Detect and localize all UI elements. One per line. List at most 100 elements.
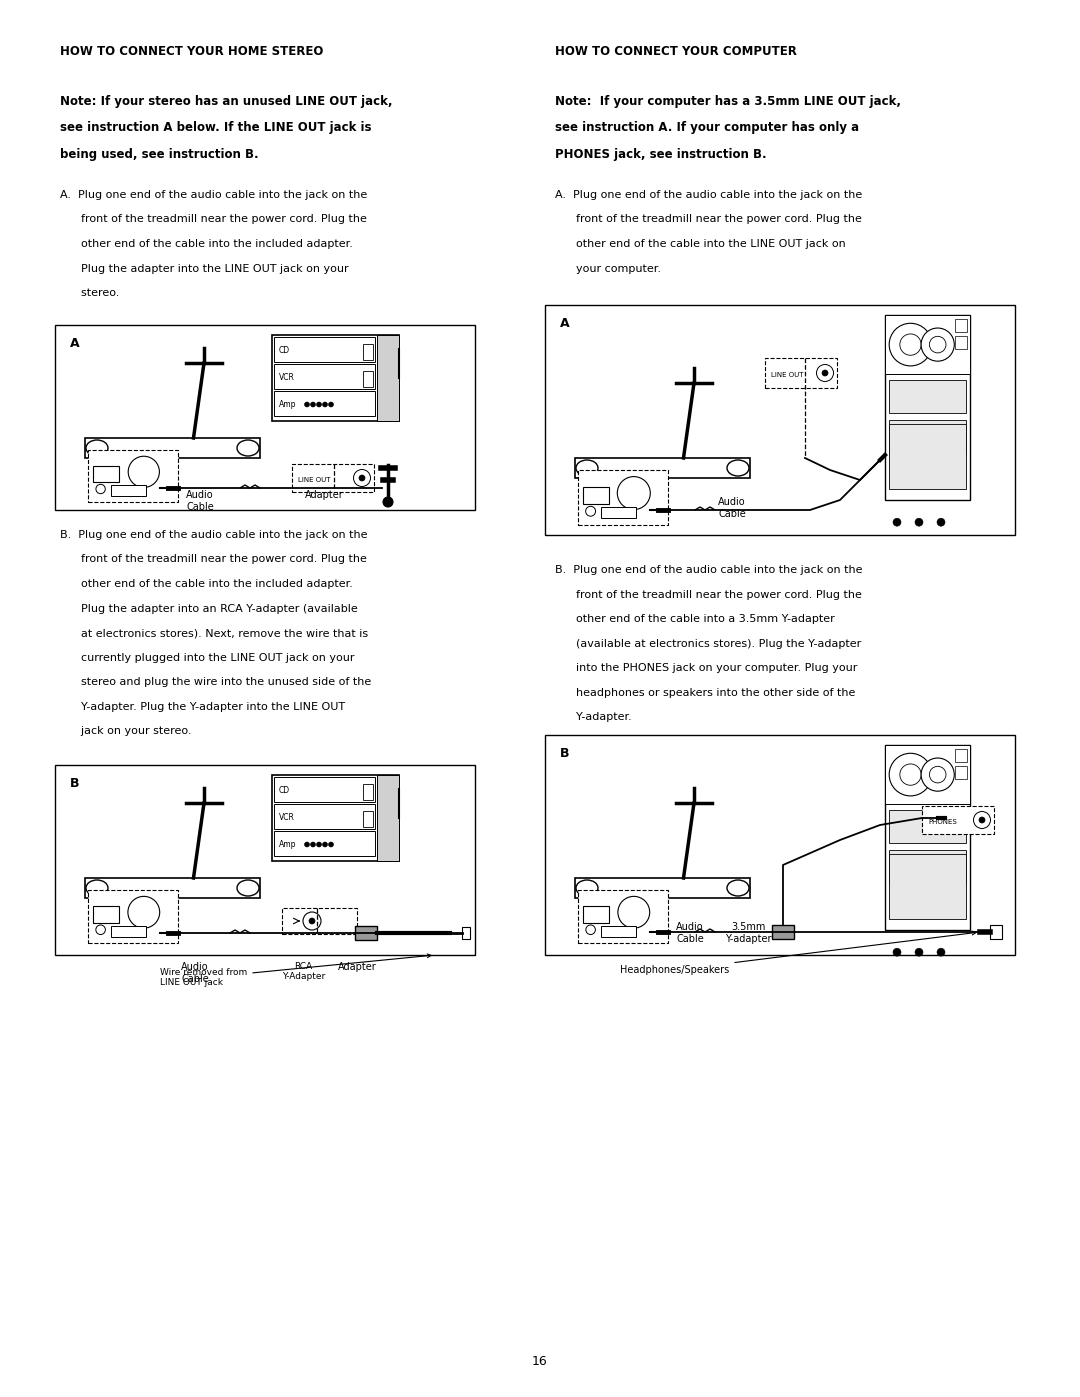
Circle shape [973, 812, 990, 828]
Circle shape [937, 518, 945, 527]
Text: Adapter: Adapter [305, 490, 343, 500]
Bar [282, 908, 357, 935]
Text: your computer.: your computer. [555, 264, 661, 274]
Bar [955, 337, 968, 349]
Text: Wire removed from
LINE OUT jack: Wire removed from LINE OUT jack [160, 954, 431, 988]
Text: RCA
Y-Adapter: RCA Y-Adapter [282, 963, 325, 982]
Text: Headphones/Speakers: Headphones/Speakers [620, 930, 976, 975]
Bar [990, 925, 1002, 939]
Bar [272, 335, 399, 420]
Bar [93, 465, 119, 482]
Ellipse shape [237, 440, 259, 455]
Bar [889, 420, 966, 454]
Text: being used, see instruction B.: being used, see instruction B. [60, 148, 258, 161]
Text: A.  Plug one end of the audio cable into the jack on the: A. Plug one end of the audio cable into … [555, 190, 862, 200]
Bar [355, 926, 377, 940]
Bar [85, 877, 260, 898]
Bar [578, 469, 669, 525]
Circle shape [921, 759, 955, 791]
Circle shape [921, 328, 955, 362]
Circle shape [383, 497, 393, 507]
Bar [885, 745, 970, 805]
Bar [885, 314, 970, 374]
Circle shape [305, 402, 310, 407]
Bar [274, 337, 375, 362]
Circle shape [359, 475, 365, 481]
Circle shape [618, 897, 650, 928]
Bar [545, 305, 1015, 535]
Text: VCR: VCR [279, 813, 295, 821]
Circle shape [915, 518, 923, 527]
Circle shape [316, 402, 322, 407]
Circle shape [309, 918, 315, 923]
Bar [772, 925, 794, 939]
Circle shape [822, 370, 828, 376]
Circle shape [323, 842, 327, 847]
Text: Audio
Cable: Audio Cable [676, 922, 704, 943]
Bar [274, 777, 375, 802]
Text: see instruction A. If your computer has only a: see instruction A. If your computer has … [555, 122, 859, 134]
Text: Audio
Cable: Audio Cable [186, 490, 214, 511]
Circle shape [930, 337, 946, 353]
Text: Amp: Amp [279, 400, 297, 409]
Bar [111, 926, 146, 936]
Bar [765, 358, 837, 388]
Ellipse shape [727, 880, 750, 895]
Circle shape [585, 925, 595, 935]
Text: CD: CD [279, 787, 291, 795]
Bar [885, 314, 970, 500]
Circle shape [303, 912, 321, 930]
Bar [907, 441, 919, 451]
Text: B.  Plug one end of the audio cable into the jack on the: B. Plug one end of the audio cable into … [60, 529, 367, 541]
Text: CD: CD [279, 346, 291, 355]
Circle shape [96, 485, 105, 493]
Bar [889, 851, 966, 884]
Bar [889, 425, 966, 489]
Bar [889, 854, 966, 919]
Text: A.  Plug one end of the audio cable into the jack on the: A. Plug one end of the audio cable into … [60, 190, 367, 200]
Bar [889, 380, 966, 414]
Bar [377, 335, 399, 420]
Text: see instruction A below. If the LINE OUT jack is: see instruction A below. If the LINE OUT… [60, 122, 372, 134]
Text: Plug the adapter into the LINE OUT jack on your: Plug the adapter into the LINE OUT jack … [60, 264, 349, 274]
Bar [889, 810, 966, 842]
Text: currently plugged into the LINE OUT jack on your: currently plugged into the LINE OUT jack… [60, 652, 354, 662]
Text: Y-adapter. Plug the Y-adapter into the LINE OUT: Y-adapter. Plug the Y-adapter into the L… [60, 701, 346, 711]
Text: Note:  If your computer has a 3.5mm LINE OUT jack,: Note: If your computer has a 3.5mm LINE … [555, 95, 901, 108]
Bar [578, 890, 669, 943]
Text: stereo.: stereo. [60, 288, 120, 298]
Text: B.  Plug one end of the audio cable into the jack on the: B. Plug one end of the audio cable into … [555, 564, 863, 576]
Text: LINE OUT: LINE OUT [771, 372, 804, 379]
Ellipse shape [86, 440, 108, 455]
Circle shape [816, 365, 834, 381]
Circle shape [585, 506, 595, 517]
Bar [583, 486, 609, 504]
Text: headphones or speakers into the other side of the: headphones or speakers into the other si… [555, 687, 855, 697]
Ellipse shape [86, 880, 108, 895]
Text: front of the treadmill near the power cord. Plug the: front of the treadmill near the power co… [555, 590, 862, 599]
Bar [545, 735, 1015, 956]
Text: PHONES: PHONES [928, 819, 957, 826]
Bar [602, 507, 636, 518]
Text: LINE OUT: LINE OUT [298, 476, 330, 483]
Bar [274, 365, 375, 388]
Circle shape [915, 949, 923, 956]
Bar [272, 775, 399, 861]
Circle shape [889, 753, 932, 796]
Text: Audio
Cable: Audio Cable [718, 497, 746, 518]
Bar [922, 806, 994, 834]
Bar [274, 805, 375, 828]
Text: jack on your stereo.: jack on your stereo. [60, 726, 191, 736]
Text: other end of the cable into the included adapter.: other end of the cable into the included… [60, 578, 353, 590]
Circle shape [323, 402, 327, 407]
Text: other end of the cable into the LINE OUT jack on: other end of the cable into the LINE OUT… [555, 239, 846, 249]
Bar [292, 464, 374, 492]
Text: PHONES jack, see instruction B.: PHONES jack, see instruction B. [555, 148, 767, 161]
Circle shape [353, 469, 370, 486]
Bar [955, 749, 968, 761]
Text: front of the treadmill near the power cord. Plug the: front of the treadmill near the power co… [60, 555, 367, 564]
Ellipse shape [576, 460, 598, 476]
Bar [583, 905, 609, 923]
Bar [363, 810, 373, 827]
Circle shape [900, 334, 921, 355]
